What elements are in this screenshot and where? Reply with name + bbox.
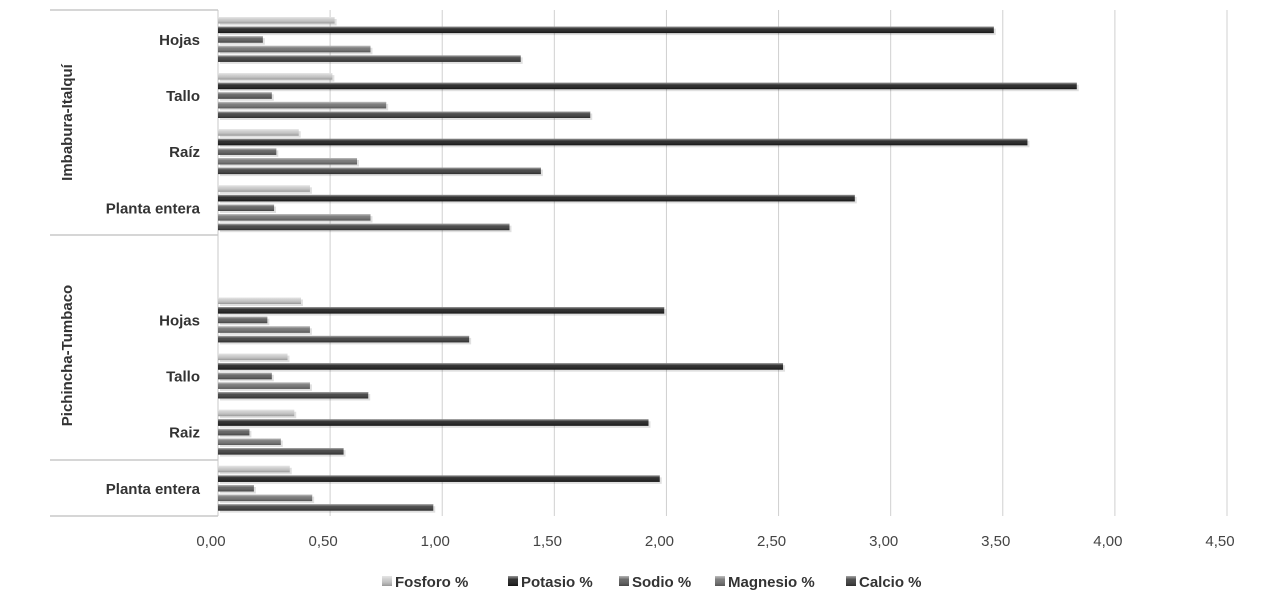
- category-label: Tallo: [166, 369, 200, 386]
- legend-label: Calcio %: [859, 574, 922, 591]
- bar-highlight: [218, 363, 784, 370]
- bar-highlight: [218, 101, 387, 109]
- bar-highlight: [218, 55, 521, 62]
- bar-highlight: [218, 465, 290, 473]
- bar-highlight: [218, 392, 369, 399]
- category-label: Planta entera: [106, 200, 201, 217]
- x-tick-label: 2,00: [645, 533, 674, 550]
- legend-label: Sodio %: [632, 574, 691, 591]
- legend-swatch-highlight: [508, 576, 518, 586]
- bar-highlight: [218, 485, 254, 492]
- bar-highlight: [218, 148, 277, 155]
- bar-highlight: [218, 438, 281, 445]
- legend: Fosforo % Potasio % Sodio % Magnesio % Calci…: [382, 574, 922, 591]
- bar-highlight: [218, 382, 310, 389]
- bar-highlight: [218, 92, 272, 99]
- bar-highlight: [218, 297, 301, 304]
- x-tick-label: 1,50: [533, 533, 562, 550]
- legend-label: Magnesio %: [728, 574, 815, 591]
- bar-highlight: [218, 409, 295, 417]
- bar-highlight: [218, 475, 660, 482]
- bar-highlight: [218, 185, 310, 192]
- x-tick-label: 3,00: [869, 533, 898, 550]
- x-tick-label: 0,00: [196, 533, 225, 550]
- x-tick-label: 4,00: [1093, 533, 1122, 550]
- bar-highlight: [218, 204, 275, 211]
- bar-highlight: [218, 335, 470, 343]
- category-label: Tallo: [166, 88, 200, 105]
- category-labels: Hojas Tallo Raíz Planta entera Imbabura-Ital…: [59, 32, 201, 498]
- bar-highlight: [218, 73, 333, 80]
- bar-highlight: [218, 448, 344, 455]
- bar-highlight: [218, 45, 371, 53]
- bar-highlight: [218, 194, 855, 202]
- legend-label: Fosforo %: [395, 574, 468, 591]
- group-label: Imbabura-Italquí: [59, 63, 76, 181]
- x-tick-label: 1,00: [421, 533, 450, 550]
- bar-highlight: [218, 138, 1028, 146]
- bar-highlight: [218, 419, 649, 426]
- category-label: Hojas: [159, 32, 200, 49]
- category-label: Raíz: [169, 144, 200, 161]
- x-tick-label: 4,50: [1205, 533, 1234, 550]
- bar-highlight: [218, 353, 288, 361]
- legend-label: Potasio %: [521, 574, 593, 591]
- x-tick-label: 2,50: [757, 533, 786, 550]
- bar-highlight: [218, 111, 591, 118]
- bar-highlight: [218, 316, 268, 324]
- bar-highlight: [218, 494, 313, 502]
- legend-swatch-highlight: [382, 576, 392, 586]
- category-axis-frame: [50, 9, 218, 517]
- bar-highlight: [218, 504, 434, 511]
- gridlines: [217, 10, 1228, 516]
- legend-swatch-highlight: [715, 576, 725, 586]
- category-label: Planta entera: [106, 481, 201, 498]
- bar-highlight: [218, 326, 310, 333]
- category-label: Hojas: [159, 313, 200, 330]
- x-axis-tick-labels: 0,00 0,50 1,00 1,50 2,00 2,50 3,00 3,50 4,00 4,50: [196, 533, 1234, 550]
- bar-highlight: [218, 214, 371, 221]
- bar-highlight: [218, 82, 1077, 90]
- x-tick-label: 3,50: [981, 533, 1010, 550]
- bar-highlight: [218, 17, 335, 24]
- group-label: Pichincha-Tumbaco: [59, 285, 76, 426]
- bar-highlight: [218, 307, 665, 314]
- bar-highlight: [218, 372, 272, 380]
- x-tick-label: 0,50: [309, 533, 338, 550]
- bars: [218, 17, 1079, 513]
- bar-highlight: [218, 26, 994, 34]
- bar-highlight: [218, 223, 510, 231]
- category-label: Raiz: [169, 425, 200, 442]
- legend-swatch-highlight: [619, 576, 629, 586]
- bar-highlight: [218, 129, 299, 136]
- bar-highlight: [218, 167, 541, 175]
- bar-highlight: [218, 428, 250, 436]
- bar-highlight: [218, 158, 358, 165]
- legend-swatch-highlight: [846, 576, 856, 586]
- bar-highlight: [218, 36, 263, 43]
